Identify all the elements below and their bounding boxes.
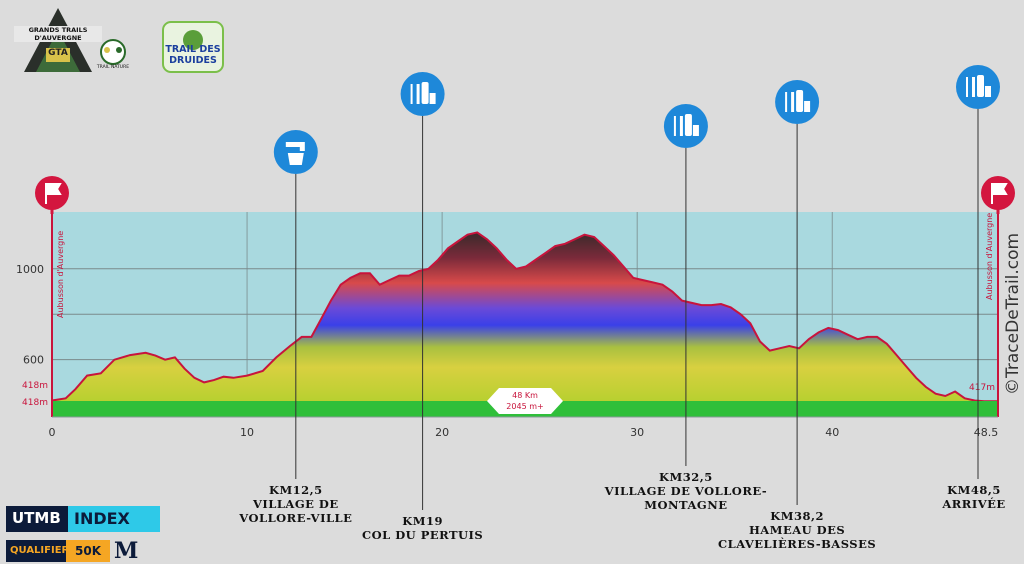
caption-line: KM12,5	[268, 483, 323, 497]
watermark: ©TraceDeTrail.com	[1003, 233, 1023, 395]
distance-label: 50K	[66, 540, 110, 562]
food-drink-icon	[663, 104, 708, 148]
x-tick-label: 30	[630, 426, 644, 439]
waypoint-caption: KM32,5 VILLAGE DE VOLLORE- MONTAGNE	[605, 470, 767, 512]
x-tick-label: 40	[825, 426, 839, 439]
caption-line: KM32,5	[659, 470, 713, 484]
trail-nature-label: TRAIL NATURE	[96, 65, 130, 70]
axes: 418m 600 1000 0 10 20 30 40 48.5 418m 417m Aubusson…	[16, 176, 1023, 439]
start-flag-icon	[35, 176, 69, 214]
druides-title: TRAIL DES DRUIDES	[165, 44, 221, 66]
gta-logo: GRANDS TRAILS D'AUVERGNE GTA	[14, 4, 102, 74]
caption-line: HAMEAU DES	[748, 523, 846, 537]
x-tick-label: 0	[49, 426, 56, 439]
qualifier-label: QUALIFIER	[6, 540, 69, 562]
waypoint-caption: KM48,5 ARRIVÉE	[942, 483, 1005, 511]
druides-logo: TRAIL DES DRUIDES	[143, 20, 243, 74]
m-mark: M	[114, 538, 139, 564]
caption-line: ARRIVÉE	[942, 497, 1006, 511]
x-tick-label: 20	[435, 426, 449, 439]
summary-distance: 48 Km	[512, 391, 538, 400]
profile-fill	[52, 232, 998, 402]
caption-line: COL DU PERTUIS	[361, 528, 484, 542]
gta-title: GRANDS TRAILS D'AUVERGNE	[14, 26, 102, 42]
waypoint-caption: KM12,5 VILLAGE DE VOLLORE-VILLE	[239, 483, 352, 525]
x-tick-label: 48.5	[974, 426, 999, 439]
start-altitude: 418m	[22, 381, 48, 391]
y-tick-label: 1000	[16, 263, 44, 276]
index-label: INDEX	[68, 506, 160, 532]
food-drink-icon	[956, 65, 1000, 109]
trail-nature-logo: TRAIL NATURE	[95, 38, 131, 74]
waypoint-caption: KM19 COL DU PERTUIS	[362, 514, 483, 542]
profile-line	[51, 231, 998, 403]
waypoint-markers	[273, 65, 1000, 510]
caption-line: VOLLORE-VILLE	[239, 511, 353, 525]
caption-line: VILLAGE DE VOLLORE-	[604, 484, 768, 498]
start-place: Aubusson d'Auvergne	[56, 231, 65, 318]
food-drink-icon	[400, 72, 445, 116]
summary-elevation: 2045 m+	[506, 402, 543, 411]
x-tick-label: 10	[240, 426, 254, 439]
caption-line: KM19	[402, 514, 443, 528]
caption-line: VILLAGE DE	[252, 497, 339, 511]
y-tick-label: 418m	[22, 398, 48, 408]
food-drink-icon	[775, 80, 820, 124]
utmb-label: UTMB	[6, 506, 68, 532]
end-altitude: 417m	[969, 383, 995, 393]
waypoint-caption: KM38,2 HAMEAU DES CLAVELIÈRES-BASSES	[718, 509, 876, 551]
water-tap-icon	[273, 130, 318, 174]
caption-line: KM38,2	[770, 509, 824, 523]
utmb-index-badge: UTMB INDEX QUALIFIER 50K M	[6, 506, 160, 564]
end-place: Aubusson d'Auvergne	[985, 213, 994, 300]
gta-mark: GTA	[48, 48, 68, 58]
y-tick-label: 600	[23, 354, 44, 367]
caption-line: MONTAGNE	[644, 498, 728, 512]
caption-line: KM48,5	[947, 483, 1001, 497]
caption-line: CLAVELIÈRES-BASSES	[718, 537, 877, 551]
finish-flag-icon	[981, 176, 1015, 214]
profile-area	[51, 231, 998, 403]
summary-box	[487, 388, 563, 414]
